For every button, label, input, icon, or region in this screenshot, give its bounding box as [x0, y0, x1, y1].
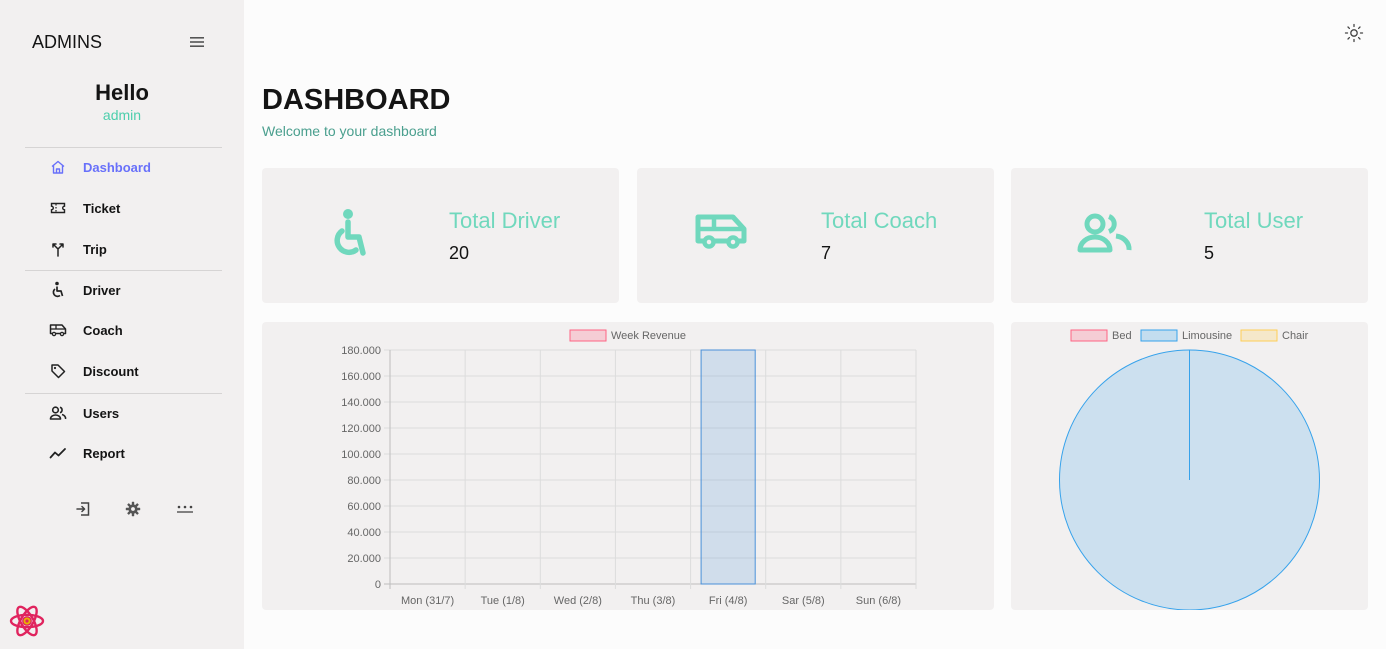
sidebar-item-label: Trip: [83, 241, 107, 257]
react-logo-icon[interactable]: [8, 602, 46, 640]
page-subtitle: Welcome to your dashboard: [262, 123, 437, 139]
stat-title: Total Driver: [449, 208, 561, 233]
sidebar-item-report[interactable]: Report: [25, 435, 222, 471]
bus-icon: [695, 214, 747, 255]
users-icon: [1077, 212, 1133, 259]
sidebar-item-label: Coach: [83, 322, 123, 338]
discount-tag-icon: [49, 362, 67, 380]
page-title: DASHBOARD: [262, 84, 451, 116]
x-tick-label: Fri (4/8): [709, 595, 748, 607]
trip-icon: [49, 240, 67, 258]
more-icon[interactable]: [175, 499, 195, 519]
legend-swatch: [1240, 329, 1278, 342]
sidebar: ADMINS Hello admin Dashboard Ticket Trip…: [0, 0, 244, 649]
users-icon: [49, 404, 67, 422]
legend-swatch: [1070, 329, 1108, 342]
sidebar-item-dashboard[interactable]: Dashboard: [25, 149, 222, 185]
sidebar-header: ADMINS: [32, 32, 206, 52]
legend-label: Chair: [1282, 330, 1309, 342]
divider: [25, 147, 222, 148]
user-role: admin: [102, 107, 142, 123]
legend-swatch: [569, 329, 607, 342]
stat-card-driver: Total Driver 20: [262, 168, 619, 303]
sidebar-item-label: Ticket: [83, 200, 121, 216]
y-tick-label: 180.000: [341, 345, 381, 357]
legend-label: Week Revenue: [611, 330, 686, 342]
accessible-icon: [330, 208, 368, 263]
y-tick-label: 80.000: [347, 475, 381, 487]
greeting: Hello: [95, 80, 149, 105]
stat-value: 5: [1204, 243, 1215, 263]
coach-type-pie-chart: Bed Limousine Chair: [1059, 329, 1320, 611]
stat-title: Total Coach: [821, 208, 938, 233]
sidebar-item-label: Users: [83, 405, 120, 421]
legend-swatch: [1140, 329, 1178, 342]
y-tick-label: 0: [375, 579, 381, 591]
revenue-chart-card: Week Revenue 180.000 160.000 140.000 120.000…: [262, 322, 994, 610]
divider: [25, 393, 222, 394]
gear-icon[interactable]: [123, 499, 143, 519]
y-tick-label: 120.000: [341, 423, 381, 435]
sidebar-item-label: Report: [83, 445, 125, 461]
sidebar-item-trip[interactable]: Trip: [25, 231, 222, 267]
sidebar-item-label: Discount: [83, 363, 139, 379]
divider: [25, 270, 222, 271]
sidebar-item-discount[interactable]: Discount: [25, 353, 222, 389]
stat-value: 20: [449, 243, 470, 263]
legend-label: Limousine: [1182, 330, 1232, 342]
sidebar-item-driver[interactable]: Driver: [25, 272, 222, 308]
bus-icon: [49, 321, 67, 339]
stat-value: 7: [821, 243, 832, 263]
sidebar-item-label: Driver: [83, 282, 121, 298]
y-tick-label: 60.000: [347, 501, 381, 513]
menu-toggle-icon[interactable]: [188, 34, 206, 50]
legend[interactable]: Week Revenue: [569, 329, 686, 342]
accessible-icon: [49, 281, 67, 299]
y-tick-label: 140.000: [341, 397, 381, 409]
sidebar-item-users[interactable]: Users: [25, 395, 222, 431]
legend-item[interactable]: Bed: [1070, 329, 1132, 342]
x-tick-label: Tue (1/8): [481, 595, 525, 607]
y-tick-label: 160.000: [341, 371, 381, 383]
legend-item[interactable]: Limousine: [1140, 329, 1232, 342]
stat-title: Total User: [1204, 208, 1304, 233]
stat-card-user: Total User 5: [1011, 168, 1368, 303]
x-tick-label: Sar (5/8): [782, 595, 825, 607]
legend-item[interactable]: Chair: [1240, 329, 1309, 342]
x-tick-label: Wed (2/8): [554, 595, 602, 607]
sidebar-item-ticket[interactable]: Ticket: [25, 190, 222, 226]
theme-toggle-icon[interactable]: [1344, 23, 1364, 43]
home-icon: [49, 158, 67, 176]
y-tick-label: 20.000: [347, 553, 381, 565]
coach-type-chart-card: Bed Limousine Chair: [1011, 322, 1368, 611]
stat-card-coach: Total Coach 7: [637, 168, 994, 303]
bar[interactable]: [700, 349, 756, 585]
trend-icon: [49, 444, 67, 462]
brand-title: ADMINS: [32, 32, 103, 52]
revenue-bar-chart: Week Revenue 180.000 160.000 140.000 120.000…: [341, 329, 917, 607]
sidebar-actions: [0, 499, 244, 519]
legend-label: Bed: [1112, 330, 1132, 342]
y-tick-label: 40.000: [347, 527, 381, 539]
sidebar-item-coach[interactable]: Coach: [25, 312, 222, 348]
logout-icon[interactable]: [73, 499, 93, 519]
x-tick-label: Sun (6/8): [856, 595, 901, 607]
x-tick-label: Thu (3/8): [631, 595, 676, 607]
ticket-icon: [49, 199, 67, 217]
x-tick-label: Mon (31/7): [401, 595, 454, 607]
sidebar-item-label: Dashboard: [83, 159, 151, 175]
y-tick-label: 100.000: [341, 449, 381, 461]
